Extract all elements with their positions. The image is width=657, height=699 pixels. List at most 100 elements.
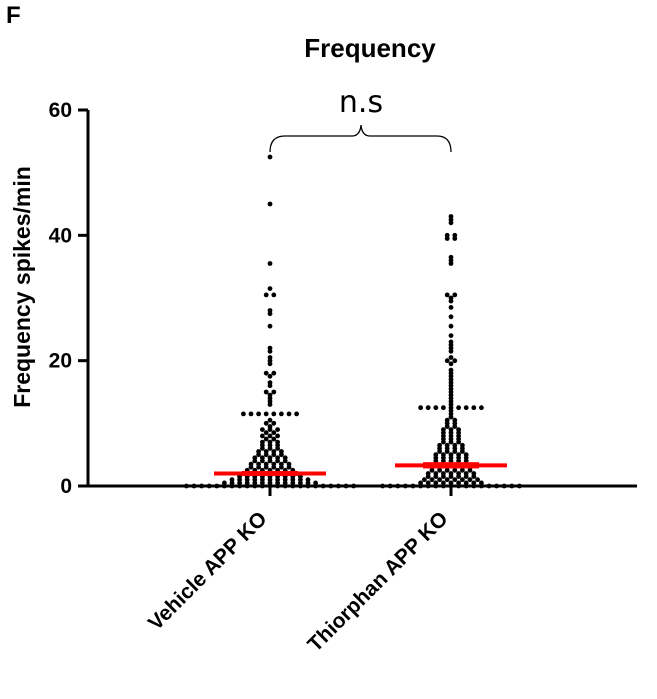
data-point	[343, 483, 349, 489]
data-point	[271, 436, 277, 442]
category-label: Thiorphan APP KO	[303, 507, 452, 656]
data-point	[441, 436, 446, 442]
data-point	[229, 480, 235, 486]
data-point	[267, 480, 273, 486]
data-point	[256, 461, 261, 467]
category-label: Vehicle APP KO	[144, 507, 272, 635]
data-point	[448, 405, 454, 411]
data-point	[425, 474, 431, 479]
data-point	[448, 436, 454, 442]
data-point	[256, 411, 261, 417]
data-point	[387, 483, 393, 489]
data-point	[429, 477, 435, 483]
data-point	[271, 430, 277, 436]
data-point	[260, 455, 265, 461]
data-point	[199, 483, 205, 489]
data-point	[275, 433, 280, 439]
data-point	[456, 480, 461, 486]
data-point	[237, 480, 243, 486]
chart-title: Frequency	[304, 33, 436, 63]
data-point	[452, 358, 458, 364]
data-point	[425, 480, 431, 486]
data-point	[279, 411, 284, 417]
data-point	[222, 480, 227, 486]
data-point	[260, 480, 265, 486]
y-tick-label: 40	[49, 224, 72, 247]
data-point	[267, 380, 273, 385]
data-point	[214, 483, 220, 489]
data-point	[448, 217, 454, 223]
data-point	[437, 467, 442, 473]
data-point	[267, 417, 273, 423]
data-point	[271, 370, 277, 376]
data-point	[294, 411, 299, 417]
data-point	[248, 461, 254, 467]
data-point	[286, 461, 292, 467]
data-point	[313, 480, 318, 486]
data-point	[429, 467, 435, 473]
data-point	[282, 480, 288, 486]
data-point	[456, 430, 461, 436]
data-point	[403, 483, 408, 489]
data-point	[494, 483, 499, 489]
data-point	[448, 455, 454, 461]
data-point	[271, 449, 277, 454]
data-point	[260, 442, 265, 448]
data-point	[456, 405, 461, 411]
data-point	[267, 286, 273, 291]
data-point	[305, 480, 311, 486]
data-point	[479, 405, 484, 411]
data-point	[444, 424, 450, 429]
data-point	[286, 411, 292, 417]
data-point	[448, 361, 454, 367]
data-point	[456, 436, 461, 442]
data-point	[267, 392, 273, 398]
data-point	[267, 323, 273, 329]
data-point	[263, 436, 269, 442]
data-point	[448, 314, 454, 320]
data-point	[267, 201, 273, 207]
data-point	[452, 442, 458, 448]
data-point	[275, 442, 280, 448]
category-labels: Vehicle APP KO Thiorphan APP KO	[144, 507, 453, 656]
data-point	[437, 442, 442, 448]
data-point	[433, 455, 439, 461]
data-point	[351, 483, 356, 489]
data-point	[444, 358, 450, 364]
data-point	[336, 483, 341, 489]
data-point	[444, 292, 450, 298]
data-point	[448, 254, 454, 260]
data-point	[184, 483, 189, 489]
data-point	[279, 449, 284, 454]
data-point	[463, 455, 469, 461]
data-point	[267, 348, 273, 354]
data-point	[263, 411, 269, 417]
data-point	[252, 480, 258, 486]
data-point	[263, 292, 269, 298]
data-point	[422, 477, 427, 483]
data-point	[275, 480, 280, 486]
data-point	[448, 298, 454, 304]
data-point	[271, 389, 277, 395]
data-point	[263, 461, 269, 467]
data-point	[467, 467, 473, 473]
data-point	[460, 477, 465, 483]
data-point	[267, 361, 273, 367]
data-point	[441, 455, 446, 461]
data-point	[463, 405, 469, 411]
y-tick-label: 20	[49, 350, 72, 373]
data-point	[271, 292, 277, 298]
data-point	[256, 449, 261, 454]
data-point	[267, 399, 273, 404]
data-point	[460, 449, 465, 454]
data-point	[267, 261, 273, 266]
data-point	[271, 411, 277, 417]
data-point	[448, 261, 454, 266]
data-point	[271, 461, 277, 467]
y-axis: 0 20 40 60	[49, 99, 90, 498]
data-point	[471, 405, 477, 411]
data-point	[448, 392, 454, 398]
data-point	[456, 455, 461, 461]
data-point	[441, 480, 446, 486]
data-point	[279, 461, 284, 467]
